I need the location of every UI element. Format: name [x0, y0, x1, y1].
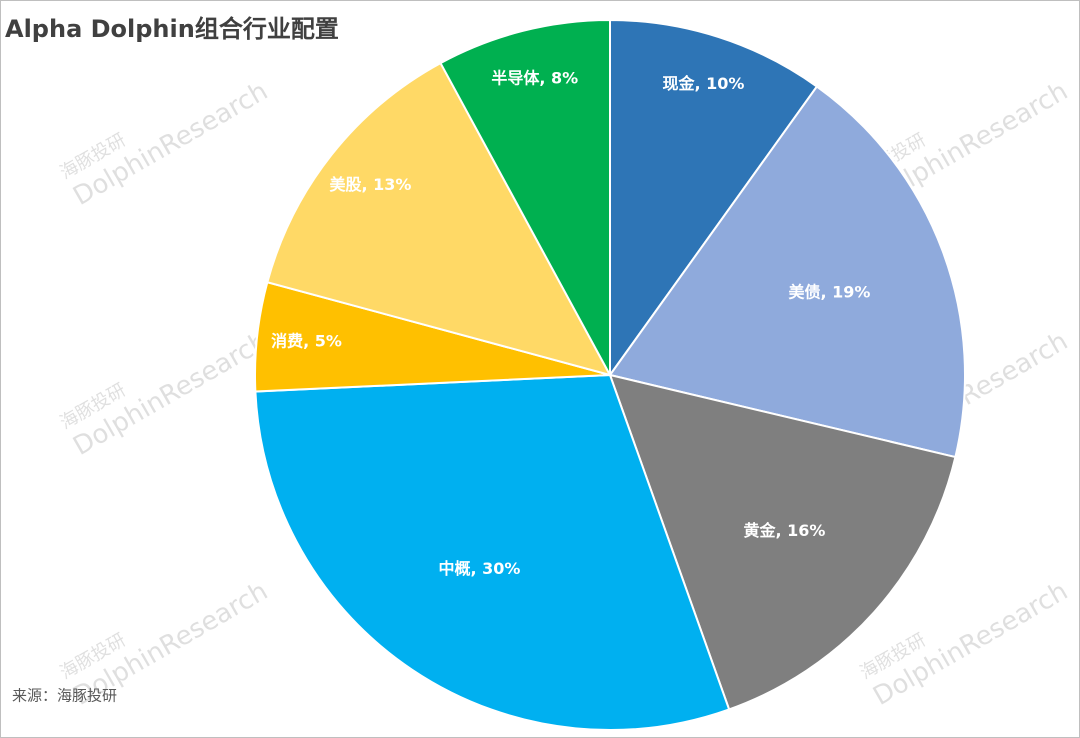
data-label: 现金, 10%: [662, 74, 744, 93]
data-label: 黄金, 16%: [743, 521, 825, 540]
slice: [266, 61, 612, 377]
slice: [608, 373, 957, 711]
slice: [609, 18, 819, 379]
data-label: 美股, 13%: [329, 175, 411, 194]
data-label: 美债, 19%: [788, 282, 870, 301]
slice: [439, 18, 611, 376]
chart-title: Alpha Dolphin组合行业配置: [5, 15, 339, 43]
slice: [254, 373, 731, 731]
data-label: 半导体, 8%: [491, 69, 578, 88]
data-label: 中概, 30%: [438, 559, 520, 578]
source: 来源：海豚投研: [12, 687, 117, 705]
pie: 现金, 10% 美债, 19% 黄金, 16% 中概, 30% 消费, 5% 美股, 13…: [254, 18, 966, 731]
slice: [608, 85, 966, 459]
data-label: 消费, 5%: [271, 331, 342, 350]
